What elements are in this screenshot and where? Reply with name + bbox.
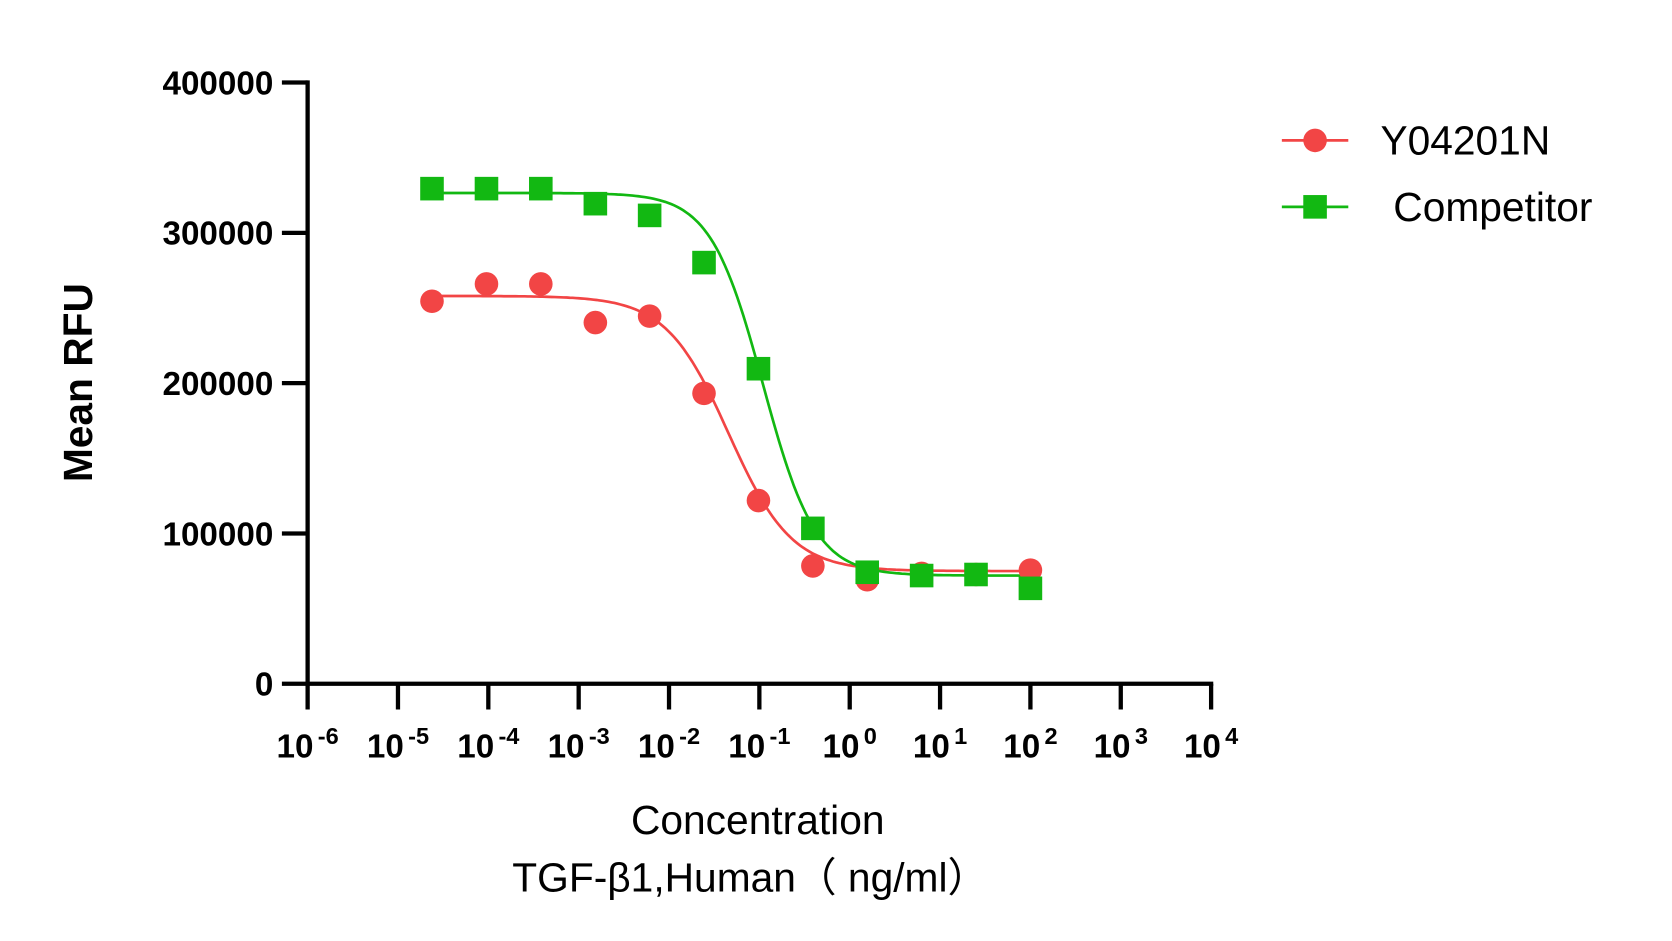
- legend-marker-circle: [1303, 128, 1327, 153]
- x-tick-label: 10 -1: [728, 723, 790, 766]
- data-point-y04201n: [692, 381, 716, 406]
- y-tick-label: 100000: [162, 516, 273, 553]
- x-axis-title: Concentration: [631, 797, 885, 843]
- data-point-y04201n: [583, 310, 608, 335]
- data-point-competitor: [637, 203, 662, 228]
- data-points: [420, 176, 1043, 601]
- data-point-competitor: [474, 176, 499, 201]
- x-tick-label: 10 0: [823, 723, 877, 766]
- y-tick-label: 0: [255, 667, 273, 704]
- data-point-y04201n: [746, 488, 771, 513]
- data-point-competitor: [855, 560, 880, 585]
- data-point-y04201n: [637, 304, 662, 328]
- y-tick-label: 400000: [162, 65, 273, 102]
- data-point-competitor: [801, 516, 825, 541]
- x-tick-label: 10 -2: [638, 723, 700, 766]
- data-point-y04201n: [420, 289, 444, 314]
- data-point-competitor: [692, 250, 716, 275]
- x-tick-label: 10 2: [1003, 723, 1057, 766]
- data-point-competitor: [1018, 576, 1043, 601]
- data-point-competitor: [909, 563, 934, 588]
- data-point-competitor: [529, 176, 553, 201]
- fit-curve-y04201n: [431, 294, 1031, 573]
- y-tick-label: 300000: [162, 216, 273, 253]
- legend-label: Competitor: [1393, 184, 1592, 230]
- fit-curve-competitor: [431, 191, 1031, 577]
- data-point-y04201n: [474, 272, 499, 296]
- fit-curves: [431, 191, 1031, 577]
- axes: 0 100000 200000 300000 400000 10 -6 10 -5 10 -4 10-…: [162, 65, 1238, 765]
- x-axis-subtitle: TGF-β1,Human（ ng/ml）: [512, 855, 988, 901]
- y-tick-label: 200000: [162, 366, 273, 403]
- data-point-competitor: [746, 356, 771, 381]
- data-point-y04201n: [801, 554, 825, 578]
- x-tick-label: 10 3: [1094, 723, 1148, 766]
- x-tick-label: 10 -4: [457, 723, 519, 766]
- y-axis-title: Mean RFU: [55, 283, 101, 482]
- legend-label: Y04201N: [1380, 117, 1550, 163]
- data-point-competitor: [964, 562, 988, 587]
- x-tick-label: 10 -3: [548, 723, 610, 766]
- x-tick-label: 10 -5: [367, 723, 429, 766]
- legend-marker-square: [1303, 195, 1327, 219]
- data-point-competitor: [420, 176, 444, 201]
- x-tick-label: 10 -6: [277, 723, 339, 766]
- legend: Y04201N Competitor: [1281, 117, 1592, 230]
- data-point-competitor: [583, 191, 608, 216]
- x-tick-label: 10 1: [913, 723, 967, 766]
- data-point-y04201n: [529, 272, 553, 296]
- x-tick-label: 10 4: [1184, 723, 1238, 766]
- data-point-y04201n: [1018, 558, 1043, 582]
